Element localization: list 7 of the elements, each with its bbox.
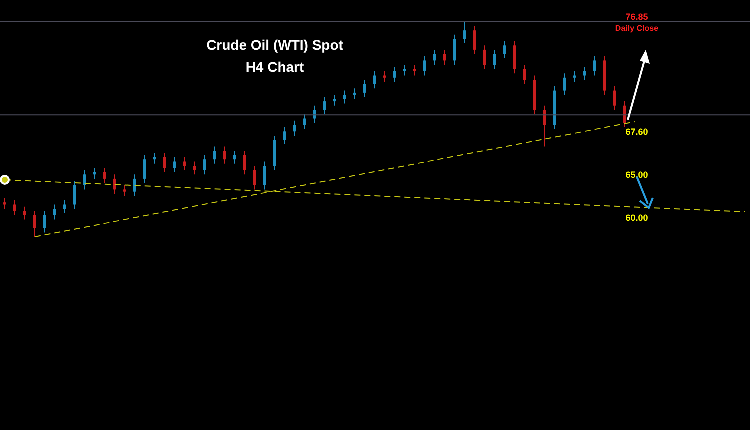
text: Crude Oil (WTI) Spot [206, 36, 344, 55]
annotation: 67.60 [624, 127, 650, 138]
annotation: Daily Close [614, 24, 660, 33]
annotation: 76.85 [624, 12, 650, 22]
annotation: 60.00 [624, 213, 650, 224]
annotation: 65.00 [624, 170, 650, 180]
text: H4 Chart [244, 58, 306, 77]
